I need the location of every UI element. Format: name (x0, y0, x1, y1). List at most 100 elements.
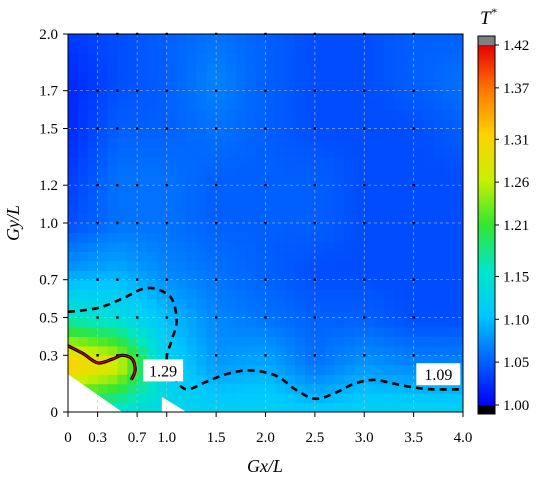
field-cell (245, 175, 257, 186)
field-cell (334, 185, 346, 196)
field-cell (245, 317, 257, 328)
field-cell (354, 279, 365, 290)
field-cell (186, 374, 197, 385)
field-cell (68, 279, 79, 290)
field-cell (235, 43, 247, 54)
field-cell (216, 241, 227, 252)
field-cell (127, 298, 138, 309)
field-cell (403, 194, 415, 205)
field-cell (147, 345, 158, 356)
field-cell (295, 100, 306, 111)
field-cell (245, 90, 257, 101)
field-cell (87, 279, 99, 290)
field-cell (107, 260, 118, 271)
field-cell (137, 71, 148, 82)
field-cell (423, 43, 434, 54)
field-cell (314, 317, 326, 328)
field-cell (433, 251, 444, 262)
field-cell (453, 34, 463, 45)
field-cell (87, 326, 99, 337)
field-cell (275, 374, 286, 385)
field-cell (245, 298, 257, 309)
field-cell (314, 156, 326, 167)
field-cell (226, 71, 237, 82)
field-cell (68, 71, 79, 82)
field-cell (334, 166, 346, 177)
field-cell (334, 119, 346, 130)
field-cell (226, 232, 237, 243)
field-cell (117, 308, 128, 319)
field-cell (147, 232, 158, 243)
field-cell (453, 156, 463, 167)
field-cell (314, 289, 326, 300)
field-cell (226, 43, 237, 54)
field-cell (423, 119, 434, 130)
field-cell (166, 90, 178, 101)
field-cell (68, 355, 79, 366)
field-cell (423, 355, 434, 366)
field-cell (295, 185, 306, 196)
field-cell (176, 204, 188, 215)
field-cell (413, 71, 425, 82)
field-cell (68, 62, 79, 73)
field-cell (384, 43, 395, 54)
field-cell (393, 204, 405, 215)
field-cell (423, 100, 434, 111)
field-cell (305, 62, 316, 73)
field-cell (324, 90, 336, 101)
field-cell (384, 251, 395, 262)
field-cell (275, 383, 286, 394)
field-cell (423, 279, 434, 290)
field-cell (344, 298, 355, 309)
field-cell (176, 260, 188, 271)
field-cell (235, 336, 247, 347)
field-cell (314, 374, 326, 385)
field-cell (176, 137, 188, 148)
field-cell (334, 289, 346, 300)
field-cell (403, 393, 415, 404)
field-cell (374, 62, 385, 73)
field-cell (186, 119, 197, 130)
field-cell (97, 137, 109, 148)
field-cell (374, 34, 385, 45)
contour-lines (68, 286, 463, 401)
field-cell (245, 62, 257, 73)
field-cell (147, 81, 158, 92)
field-cell (235, 137, 247, 148)
field-cell (176, 43, 188, 54)
field-cell (334, 326, 346, 337)
field-cell (433, 43, 444, 54)
field-cell (156, 279, 168, 290)
field-cell (423, 251, 434, 262)
field-cell (285, 364, 296, 375)
y-tick-label: 1.5 (39, 122, 58, 138)
field-cell (364, 194, 375, 205)
field-cell (87, 223, 99, 234)
measurement-point (264, 316, 267, 319)
field-cell (107, 90, 118, 101)
field-cell (314, 100, 326, 111)
field-cell (147, 383, 158, 394)
field-cell (226, 147, 237, 158)
field-cell (127, 81, 138, 92)
field-cell (305, 289, 316, 300)
field-cell (255, 345, 267, 356)
field-cell (127, 43, 138, 54)
field-cell (87, 100, 99, 111)
field-cell (137, 251, 148, 262)
field-cell (354, 298, 365, 309)
field-cell (196, 298, 207, 309)
field-cell (453, 345, 463, 356)
field-cell (364, 147, 375, 158)
field-cell (275, 223, 286, 234)
field-cell (344, 270, 355, 281)
field-cell (137, 147, 148, 158)
field-cell (97, 90, 109, 101)
field-cell (324, 232, 336, 243)
field-cell (423, 71, 434, 82)
field-cell (166, 279, 178, 290)
field-cell (77, 166, 89, 177)
measurement-point (264, 184, 267, 187)
field-cell (186, 166, 197, 177)
field-cell (275, 326, 286, 337)
